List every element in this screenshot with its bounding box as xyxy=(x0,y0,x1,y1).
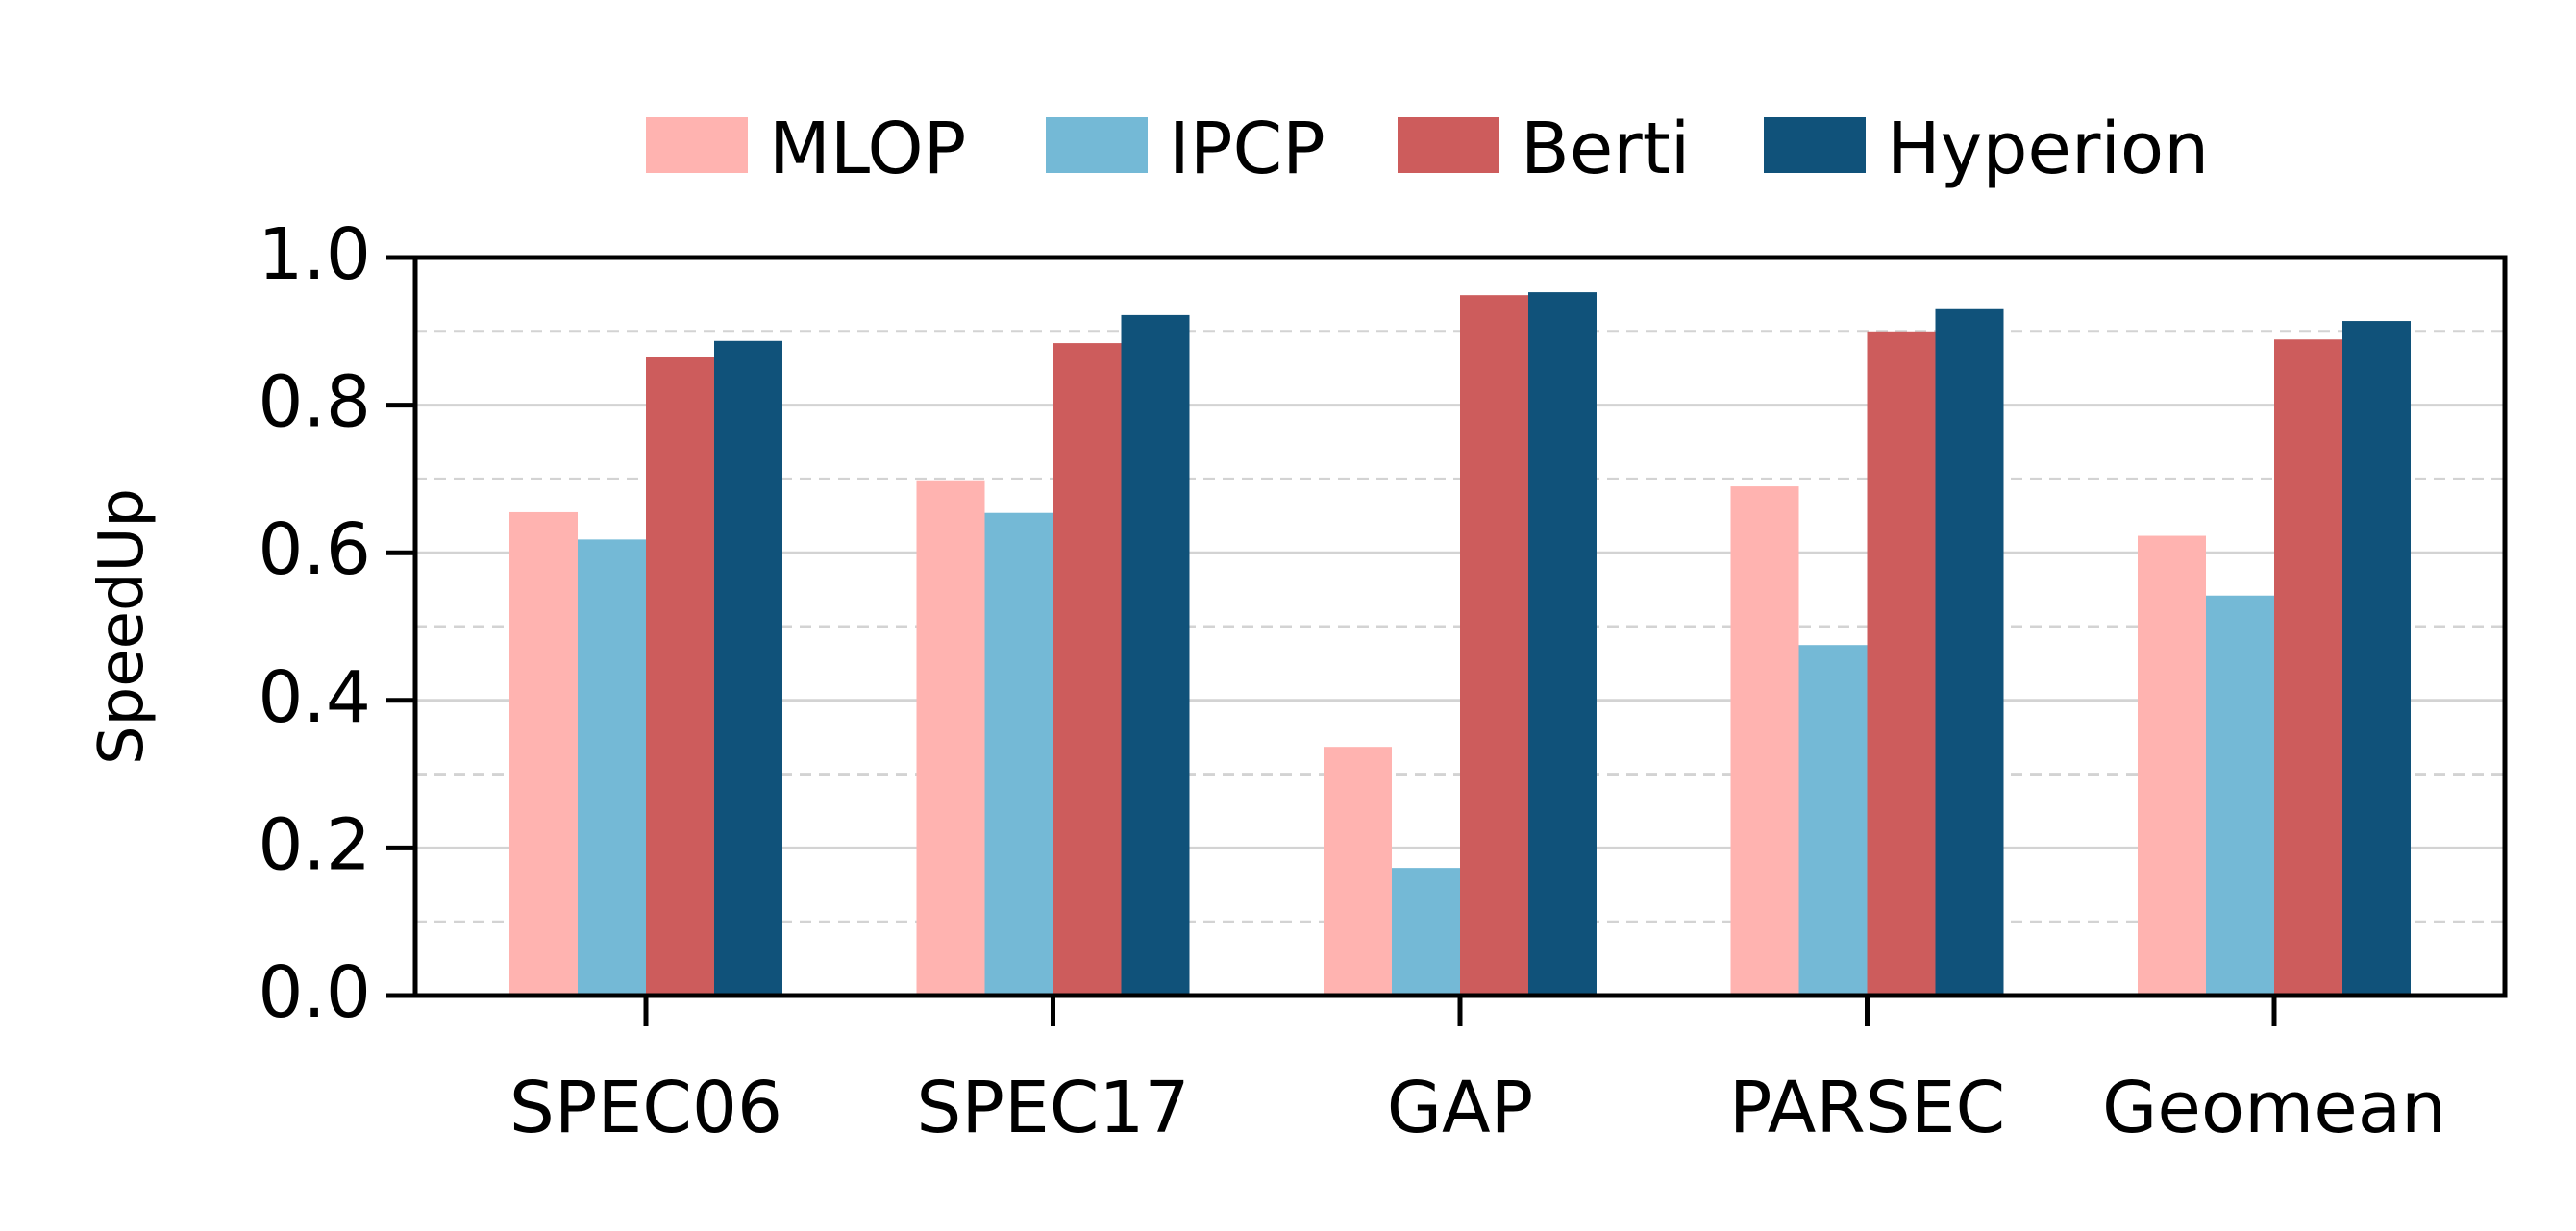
bar-ipcp-spec06 xyxy=(578,539,646,996)
bar-berti-gap xyxy=(1460,295,1528,997)
bar-mlop-parsec xyxy=(1730,486,1799,997)
bar-ipcp-parsec xyxy=(1798,645,1868,996)
bar-berti-spec06 xyxy=(646,357,714,996)
y-tick-label: 1.0 xyxy=(258,213,371,296)
bars xyxy=(509,292,2411,997)
y-axis-ticks: 0.0 0.2 0.4 0.6 0.8 1.0 xyxy=(258,213,415,1034)
bar-hyperion-geomean xyxy=(2342,321,2411,997)
x-tick-label: Geomean xyxy=(2102,1067,2446,1149)
legend-label-mlop: MLOP xyxy=(769,108,966,190)
bar-ipcp-gap xyxy=(1392,868,1460,996)
legend-swatch-ipcp xyxy=(1046,117,1148,173)
legend-label-berti: Berti xyxy=(1521,108,1690,190)
legend-swatch-berti xyxy=(1398,117,1499,173)
x-tick-label: GAP xyxy=(1387,1067,1534,1149)
bar-mlop-spec06 xyxy=(509,511,578,996)
bar-mlop-gap xyxy=(1324,747,1392,996)
legend: MLOP IPCP Berti Hyperion xyxy=(646,108,2209,190)
y-tick-label: 0.2 xyxy=(258,803,371,886)
x-tick-label: SPEC06 xyxy=(509,1067,782,1149)
y-axis-label: SpeedUp xyxy=(87,488,158,765)
legend-swatch-mlop xyxy=(646,117,748,173)
x-tick-label: PARSEC xyxy=(1729,1067,2005,1149)
y-tick-label: 0.4 xyxy=(258,656,371,739)
x-axis-ticks: SPEC06 SPEC17 GAP PARSEC Geomean xyxy=(509,996,2446,1149)
x-tick-label: SPEC17 xyxy=(916,1067,1189,1149)
y-tick-label: 0.8 xyxy=(258,361,371,444)
bar-hyperion-parsec xyxy=(1935,308,2004,996)
y-tick-label: 0.0 xyxy=(258,951,371,1034)
bar-berti-geomean xyxy=(2274,339,2342,996)
legend-label-ipcp: IPCP xyxy=(1169,108,1325,190)
bar-hyperion-gap xyxy=(1528,292,1597,996)
y-tick-label: 0.6 xyxy=(258,508,371,591)
bar-ipcp-geomean xyxy=(2206,595,2274,996)
bar-berti-spec17 xyxy=(1053,343,1122,996)
legend-label-hyperion: Hyperion xyxy=(1887,108,2209,190)
bar-hyperion-spec17 xyxy=(1121,314,1190,996)
bar-berti-parsec xyxy=(1867,331,1936,996)
bar-mlop-spec17 xyxy=(916,480,985,997)
bar-ipcp-spec17 xyxy=(984,512,1053,996)
legend-swatch-hyperion xyxy=(1764,117,1866,173)
bar-mlop-geomean xyxy=(2138,535,2206,996)
bar-hyperion-spec06 xyxy=(714,340,782,996)
